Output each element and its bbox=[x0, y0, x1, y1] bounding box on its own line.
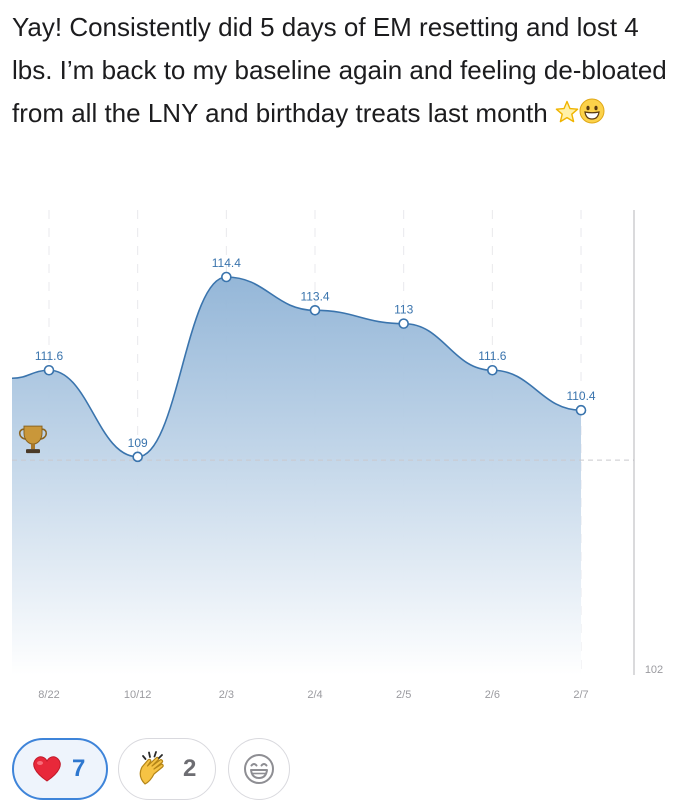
x-tick-label: 10/12 bbox=[124, 689, 152, 701]
x-tick-label: 2/6 bbox=[485, 689, 500, 701]
data-label: 114.4 bbox=[212, 256, 241, 270]
data-point bbox=[43, 364, 55, 376]
data-point bbox=[398, 318, 409, 329]
x-tick-label: 2/3 bbox=[219, 689, 234, 701]
weight-area bbox=[12, 277, 582, 675]
heart-reaction-count: 7 bbox=[72, 755, 86, 782]
data-label: 111.6 bbox=[478, 349, 507, 363]
add-reaction-button[interactable] bbox=[228, 738, 290, 800]
x-tick-label: 2/7 bbox=[573, 689, 588, 701]
clapping-hands-icon bbox=[139, 751, 164, 785]
x-tick-label: 2/5 bbox=[396, 689, 411, 701]
data-label: 113.4 bbox=[300, 289, 329, 303]
trophy-icon bbox=[18, 425, 48, 454]
data-label: 111.6 bbox=[35, 349, 64, 363]
red-heart-icon bbox=[33, 756, 61, 782]
x-tick-label: 2/4 bbox=[307, 689, 322, 701]
data-point bbox=[309, 305, 321, 316]
data-point bbox=[132, 451, 143, 463]
data-label: 109 bbox=[128, 436, 148, 450]
data-point bbox=[487, 364, 498, 376]
post-body: Yay! Consistently did 5 days of EM reset… bbox=[12, 12, 667, 128]
heart-reaction-button[interactable]: 7 bbox=[12, 738, 108, 800]
y-axis-label: 102 bbox=[645, 664, 663, 676]
weight-chart: 8/22 10/12 2/3 2/4 2/5 2/6 2/7 111.6 109 114.4 113… bbox=[11, 210, 663, 701]
x-tick-label: 8/22 bbox=[38, 689, 59, 701]
add-reaction-smiley-icon bbox=[244, 754, 274, 784]
data-point bbox=[575, 404, 587, 416]
post-text: Yay! Consistently did 5 days of EM reset… bbox=[12, 6, 676, 135]
star-icon bbox=[555, 100, 579, 123]
data-label: 113 bbox=[394, 303, 413, 317]
clap-reaction-count: 2 bbox=[183, 755, 197, 782]
data-point bbox=[221, 271, 232, 283]
clap-reaction-button[interactable]: 2 bbox=[118, 738, 216, 800]
weight-line bbox=[11, 276, 582, 458]
grinning-face-icon bbox=[579, 98, 605, 124]
data-label: 110.4 bbox=[566, 389, 595, 403]
